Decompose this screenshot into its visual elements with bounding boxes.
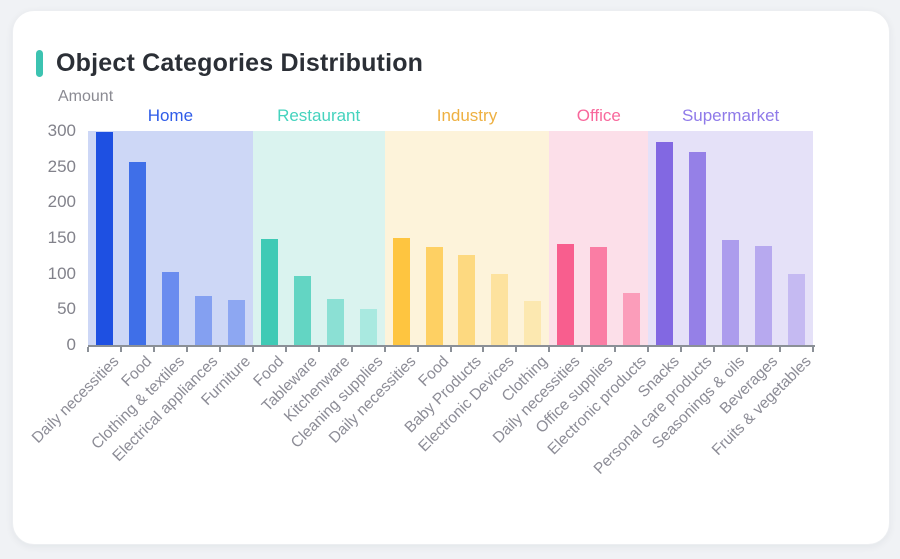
x-axis-tick <box>251 347 254 352</box>
bar[interactable] <box>623 292 641 345</box>
bar[interactable] <box>491 274 509 345</box>
group-label-industry: Industry <box>436 106 498 125</box>
page-title: Object Categories Distribution <box>56 49 424 77</box>
x-axis-tick <box>581 347 584 352</box>
bar[interactable] <box>425 246 443 345</box>
x-axis-tick <box>119 347 122 352</box>
bar[interactable] <box>755 245 773 345</box>
x-axis-tick <box>449 347 452 352</box>
group-label-restaurant: Restaurant <box>277 106 361 125</box>
x-axis-tick <box>713 347 716 352</box>
x-axis-line <box>88 345 815 347</box>
bar[interactable] <box>194 296 212 345</box>
title-accent-bar <box>36 50 43 77</box>
bar[interactable] <box>293 275 311 345</box>
bar[interactable] <box>524 300 542 345</box>
card-header: Object Categories Distribution <box>36 49 423 78</box>
x-axis-tick <box>548 347 551 352</box>
group-label-home: Home <box>147 106 194 125</box>
y-axis-tick-label: 0 <box>66 335 76 354</box>
x-axis-tick <box>284 347 287 352</box>
y-axis-tick-label: 200 <box>47 192 76 212</box>
x-axis-tick <box>515 347 518 352</box>
bar[interactable] <box>656 141 674 345</box>
bar[interactable] <box>788 273 806 345</box>
x-axis-tick <box>614 347 617 352</box>
x-axis-tick <box>812 347 814 352</box>
x-axis-tick <box>152 347 155 352</box>
bar[interactable] <box>557 244 575 345</box>
x-axis-tick <box>350 347 353 352</box>
x-axis-tick <box>218 347 221 352</box>
bar[interactable] <box>359 309 377 345</box>
bar[interactable] <box>722 240 740 345</box>
bar[interactable] <box>95 132 113 345</box>
x-axis-tick <box>482 347 485 352</box>
bar[interactable] <box>326 299 344 345</box>
bar[interactable] <box>392 238 410 345</box>
x-axis-tick <box>383 347 386 352</box>
y-axis-tick-label: 100 <box>47 263 76 283</box>
bar[interactable] <box>128 161 146 345</box>
group-label-supermarket: Supermarket <box>681 106 780 125</box>
bar[interactable] <box>161 272 179 345</box>
bar[interactable] <box>260 239 278 345</box>
bar[interactable] <box>590 247 608 345</box>
y-axis-tick-label: 150 <box>47 228 76 247</box>
y-axis-tick-label: 50 <box>57 299 76 319</box>
x-axis-tick <box>87 347 89 352</box>
x-axis-tick <box>185 347 188 352</box>
x-axis-tick <box>317 347 320 352</box>
y-axis-tick-label: 300 <box>47 121 76 140</box>
x-axis-tick <box>416 347 419 352</box>
bar[interactable] <box>689 151 707 345</box>
x-axis-tick <box>779 347 782 352</box>
x-axis-tick <box>680 347 683 352</box>
y-axis-title: Amount <box>58 88 114 105</box>
group-label-office: Office <box>576 106 621 125</box>
x-axis-tick <box>746 347 749 352</box>
bar[interactable] <box>227 300 245 345</box>
x-axis-tick <box>647 347 650 352</box>
bar[interactable] <box>458 255 476 345</box>
y-axis-tick-label: 250 <box>47 156 76 176</box>
